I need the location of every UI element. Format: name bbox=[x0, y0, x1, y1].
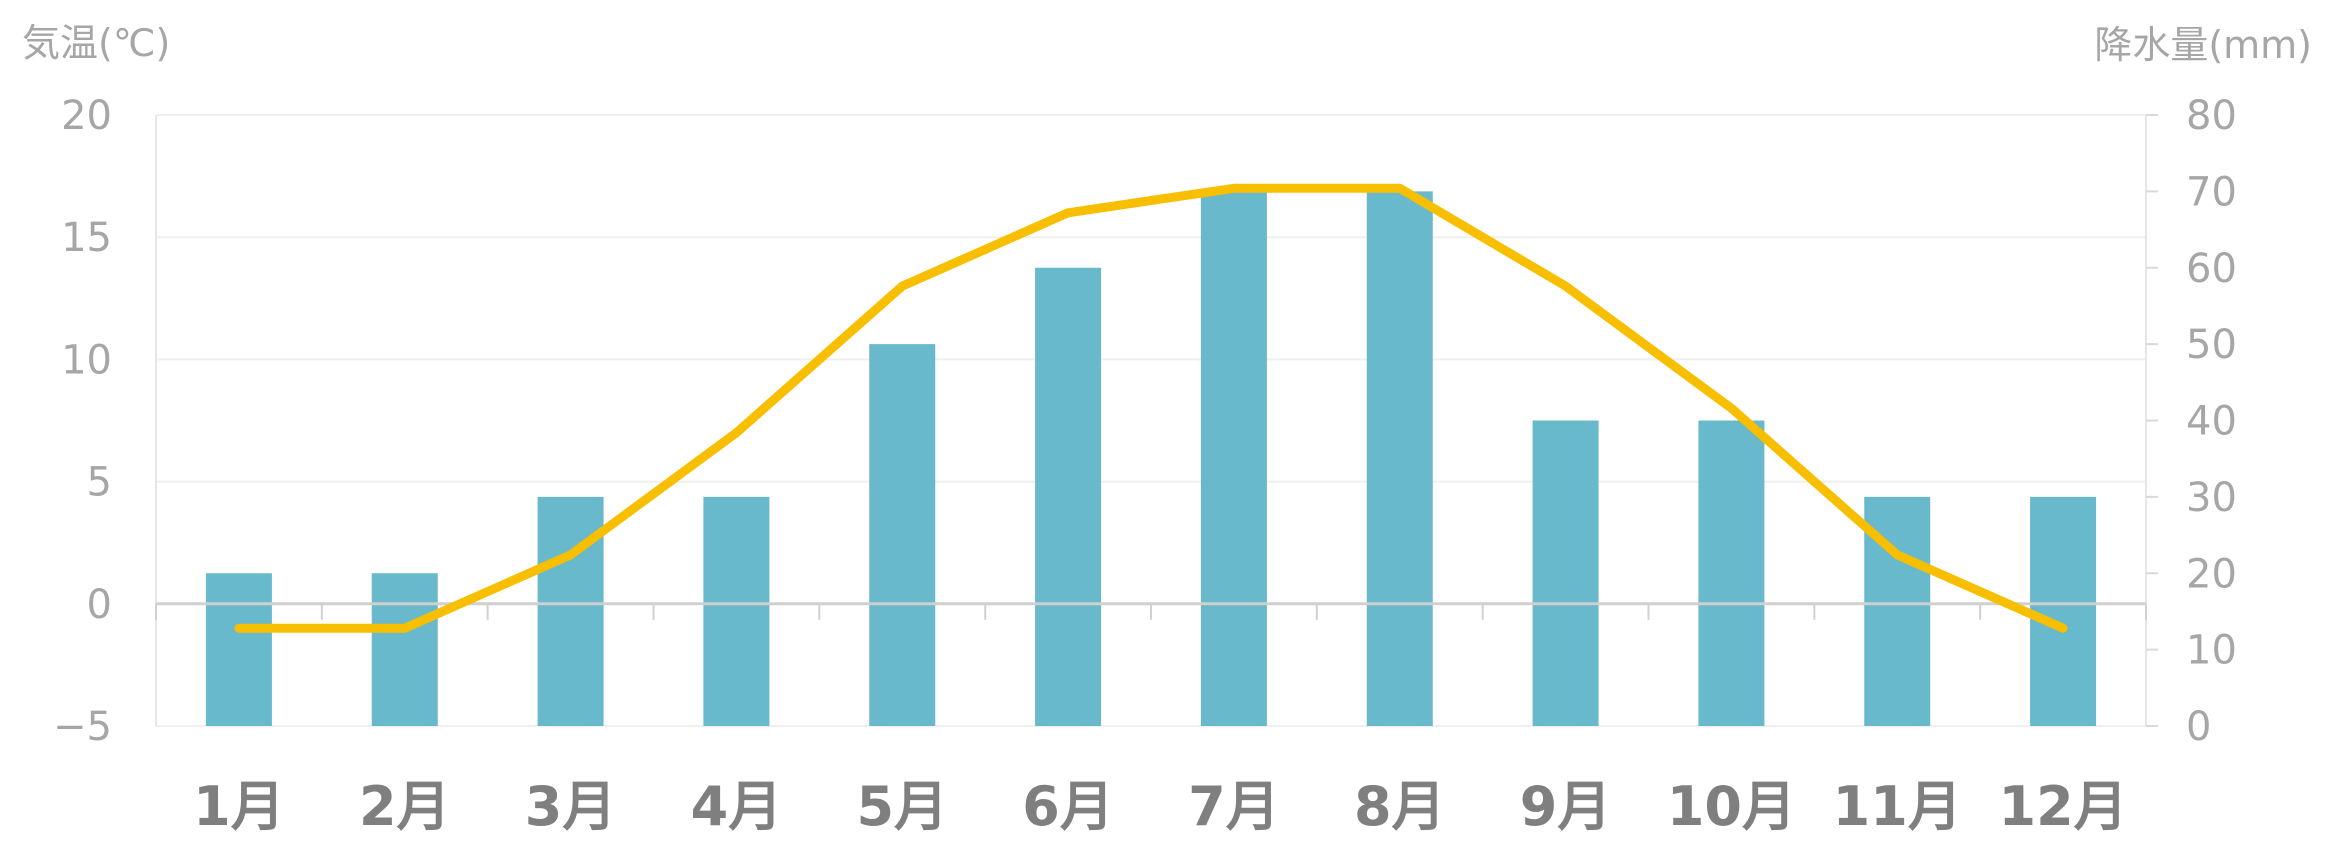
month-label: 11月 bbox=[1833, 775, 1962, 838]
precipitation-bar bbox=[869, 344, 936, 726]
month-label: 10月 bbox=[1667, 775, 1796, 838]
precipitation-bar bbox=[1532, 420, 1599, 726]
right-axis-title: 降水量(mm) bbox=[2094, 23, 2312, 67]
precipitation-bar bbox=[371, 573, 438, 726]
right-tick-label: 40 bbox=[2186, 399, 2237, 445]
right-tick-label: 0 bbox=[2186, 704, 2211, 750]
left-axis-title: 気温(℃) bbox=[22, 21, 170, 65]
month-label: 4月 bbox=[691, 775, 783, 838]
precipitation-bar bbox=[1035, 267, 1102, 726]
month-label: 3月 bbox=[525, 775, 617, 838]
right-tick-label: 10 bbox=[2186, 628, 2237, 674]
right-tick-label: 30 bbox=[2186, 475, 2237, 521]
zero-axis bbox=[155, 602, 2147, 620]
month-label: 6月 bbox=[1022, 775, 1114, 838]
month-label: 5月 bbox=[856, 775, 948, 838]
right-tick-label: 60 bbox=[2186, 246, 2237, 292]
left-tick-label: 15 bbox=[61, 215, 112, 261]
right-tick-label: 50 bbox=[2186, 322, 2237, 368]
left-tick-label: 20 bbox=[61, 93, 112, 139]
precipitation-bar bbox=[1200, 191, 1267, 726]
left-tick-label: −5 bbox=[53, 704, 112, 750]
precipitation-bar bbox=[2030, 496, 2097, 726]
right-tick-label: 20 bbox=[2186, 551, 2237, 597]
left-axis-ticks: 20 15 10 5 0 −5 bbox=[53, 93, 112, 750]
gridlines bbox=[155, 114, 2147, 727]
month-label: 7月 bbox=[1188, 775, 1280, 838]
month-label: 1月 bbox=[193, 775, 285, 838]
month-label: 2月 bbox=[359, 775, 451, 838]
right-tick-label: 80 bbox=[2186, 93, 2237, 139]
temperature-line bbox=[234, 183, 2068, 633]
precipitation-bar bbox=[537, 496, 604, 726]
month-labels: 1月 2月 3月 4月 5月 6月 7月 8月 9月 10月 11月 12月 bbox=[193, 775, 2128, 838]
left-tick-label: 0 bbox=[87, 582, 112, 628]
precipitation-bar bbox=[1366, 191, 1433, 726]
month-label: 12月 bbox=[1999, 775, 2128, 838]
left-tick-label: 5 bbox=[87, 460, 112, 506]
month-label: 9月 bbox=[1520, 775, 1612, 838]
precipitation-bars bbox=[205, 191, 2097, 726]
right-axis-ticks: 80 70 60 50 40 30 20 10 0 bbox=[2146, 93, 2237, 750]
right-tick-label: 70 bbox=[2186, 169, 2237, 215]
temperature-series-line bbox=[234, 183, 2068, 633]
left-tick-label: 10 bbox=[61, 337, 112, 383]
precipitation-bar bbox=[703, 496, 770, 726]
precipitation-bar bbox=[205, 573, 272, 726]
precipitation-bar bbox=[1698, 420, 1765, 726]
month-label: 8月 bbox=[1354, 775, 1446, 838]
